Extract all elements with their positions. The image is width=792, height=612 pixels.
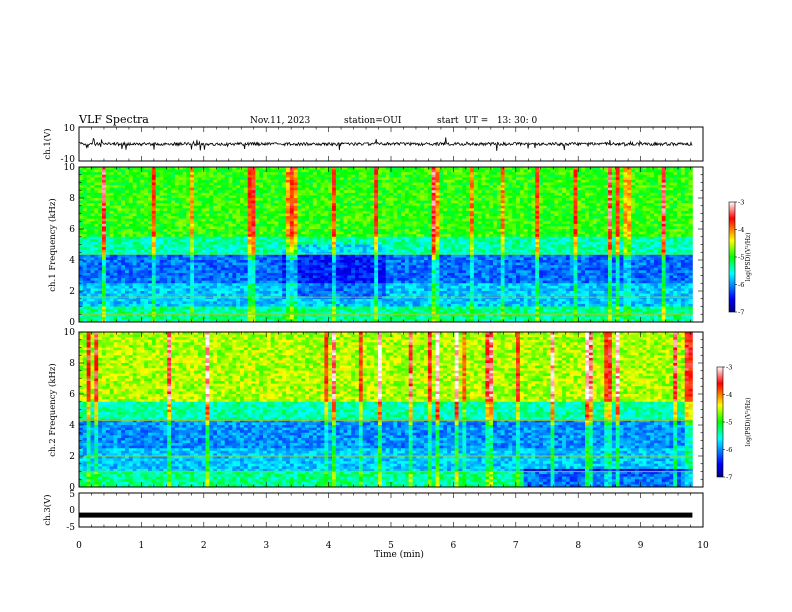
ch1-colorbar-tick: -6 (738, 281, 744, 289)
ch1-waveform-ylabel: ch.1(V) (42, 128, 53, 159)
ch2-spectrogram-ylabel: ch.2 Frequency (kHz) (47, 363, 58, 456)
ch1-waveform-panel: 10 -10 ch.1(V) (42, 124, 704, 165)
time-axis-tick: 10 (697, 541, 709, 551)
ch1-colorbar: -3 -4 -5 -6 -7 log(PSD)(V²/Hz) (728, 199, 752, 317)
ch3-waveform-trace (79, 512, 693, 518)
time-axis-tick: 9 (638, 541, 644, 551)
ch1-spectrogram-ylabel: ch.1 Frequency (kHz) (47, 198, 58, 291)
ch1-spectrogram-ytick: 6 (69, 225, 75, 235)
ch1-ytick-bottom: -10 (61, 155, 76, 165)
time-axis-tick: 5 (388, 541, 394, 551)
time-axis-tick: 8 (575, 541, 581, 551)
ch2-spectrogram-image (79, 332, 703, 488)
time-axis-tick: 4 (326, 541, 332, 551)
start-time-label: start UT = 13: 30: 0 (437, 116, 538, 126)
time-axis-tick: 1 (139, 541, 145, 551)
time-axis: 0 1 2 3 4 5 6 7 8 9 10 (76, 541, 709, 551)
ch2-colorbar-tick: -7 (726, 474, 732, 482)
ch3-ytick-top: 5 (69, 490, 75, 500)
ch2-spectrogram-ytick: 0 (69, 483, 75, 493)
ch2-spectrogram-panel: 0 2 4 6 8 10 ch.2 Frequency (kHz) -3 -4 -5 -6 -7 … (47, 328, 752, 493)
ch1-waveform-trace (78, 137, 693, 151)
ch1-colorbar-tick: -4 (738, 226, 744, 234)
ch1-spectrogram-image (79, 167, 703, 323)
ch1-colorbar-tick: -7 (738, 309, 744, 317)
station-label: station=OUI (344, 116, 402, 126)
ch1-spectrogram-ytick: 8 (69, 194, 75, 204)
date-label: Nov.11, 2023 (250, 116, 311, 126)
time-axis-label: Time (min) (374, 549, 424, 560)
ch1-colorbar-tick: -3 (738, 199, 744, 207)
ch1-colorbar-tick: -5 (738, 254, 744, 262)
ch3-waveform-frame (78, 492, 704, 528)
ch2-colorbar-label: log(PSD)(V²/Hz) (745, 398, 752, 447)
ch1-spectrogram-ytick: 10 (64, 163, 76, 173)
ch1-colorbar-label: log(PSD)(V²/Hz) (745, 233, 752, 282)
ch2-colorbar-gradient (716, 366, 724, 478)
ch2-colorbar: -3 -4 -5 -6 -7 log(PSD)(V²/Hz) (716, 364, 752, 482)
ch3-ytick-middle: 0 (69, 506, 75, 516)
ch2-spectrogram-ytick: 10 (64, 328, 76, 338)
ch1-spectrogram-panel: 0 2 4 6 8 10 ch.1 Frequency (kHz) -3 -4 -5 -6 -7 … (47, 163, 752, 328)
ch3-waveform-ylabel: ch.3(V) (42, 494, 53, 525)
ch3-waveform-panel: 5 0 -5 ch.3(V) (42, 490, 704, 533)
ch1-ytick-top: 10 (64, 124, 76, 134)
time-axis-tick: 6 (451, 541, 457, 551)
ch2-colorbar-tick: -6 (726, 446, 732, 454)
ch2-spectrogram-ytick: 2 (69, 452, 75, 462)
ch1-spectrogram-ytick: 2 (69, 287, 75, 297)
ch1-colorbar-gradient (728, 201, 736, 313)
ch2-spectrogram-ytick: 8 (69, 359, 75, 369)
ch2-spectrogram-ytick: 4 (69, 421, 75, 431)
ch2-spectrogram-ytick: 6 (69, 390, 75, 400)
ch1-spectrogram-ytick: 4 (69, 256, 75, 266)
time-axis-tick: 0 (76, 541, 82, 551)
time-axis-tick: 7 (513, 541, 519, 551)
time-axis-tick: 3 (263, 541, 269, 551)
ch1-spectrogram-ytick: 0 (69, 318, 75, 328)
ch2-colorbar-tick: -5 (726, 419, 732, 427)
time-axis-tick: 2 (201, 541, 207, 551)
ch2-colorbar-tick: -3 (726, 364, 732, 372)
ch2-colorbar-tick: -4 (726, 391, 732, 399)
ch3-ytick-bottom: -5 (66, 523, 75, 533)
figure-title: VLF Spectra (78, 113, 149, 126)
